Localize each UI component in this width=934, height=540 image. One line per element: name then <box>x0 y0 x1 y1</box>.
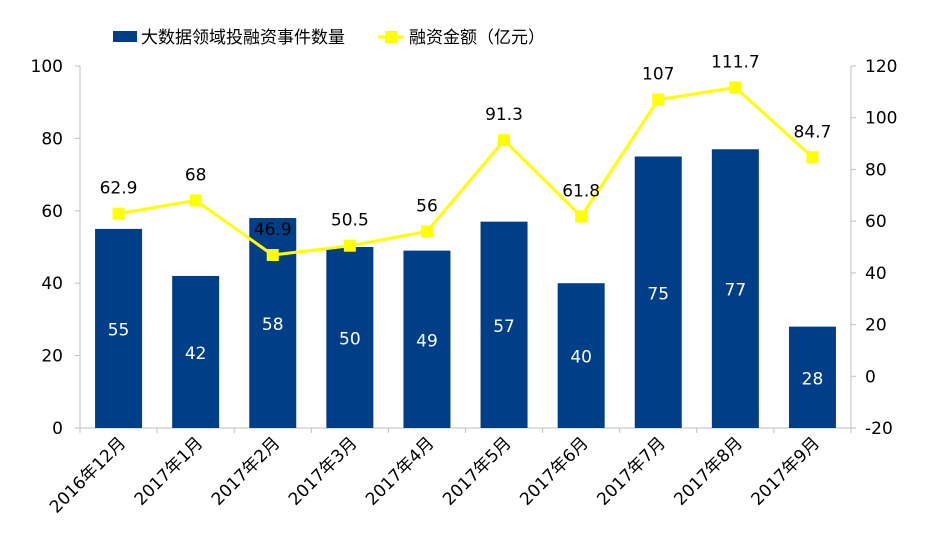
x-category-label: 2017年4月 <box>362 433 438 509</box>
bar <box>326 247 374 428</box>
line-data-label: 46.9 <box>254 220 292 240</box>
bar-series <box>95 149 836 428</box>
legend-line-marker <box>385 31 397 43</box>
legend-bar-label: 大数据领域投融资事件数量 <box>141 28 345 48</box>
line-data-label: 111.7 <box>711 52 760 72</box>
bar <box>711 149 759 428</box>
bar-data-label: 42 <box>185 344 207 364</box>
legend: 大数据领域投融资事件数量 融资金额（亿元） <box>113 28 545 48</box>
x-category-label: 2017年6月 <box>516 433 592 509</box>
line-data-label: 62.9 <box>100 179 138 199</box>
bar <box>480 221 528 428</box>
x-category-label: 2016年12月 <box>46 433 130 517</box>
x-category-label: 2017年3月 <box>285 433 361 509</box>
bar-data-label: 77 <box>725 281 747 301</box>
x-category-label: 2017年8月 <box>670 433 746 509</box>
line-point <box>729 81 742 94</box>
line-point <box>652 93 665 106</box>
line-point <box>420 225 433 238</box>
line-data-label: 56 <box>416 196 438 216</box>
line-data-label: 84.7 <box>794 122 832 142</box>
left-tick-label: 0 <box>52 419 63 439</box>
line-data-label: 68 <box>185 165 207 185</box>
legend-bar-swatch <box>113 31 137 42</box>
line-path <box>118 85 814 257</box>
right-tick-label: 0 <box>865 367 876 387</box>
line-point <box>189 194 202 207</box>
bar-data-label: 49 <box>416 331 438 351</box>
line-series <box>112 81 819 262</box>
x-category-label: 2017年9月 <box>748 433 824 509</box>
line-point <box>266 249 279 262</box>
left-tick-label: 40 <box>41 274 63 294</box>
bar <box>634 156 682 428</box>
bar-data-label: 55 <box>108 320 130 340</box>
right-tick-label: 60 <box>865 212 887 232</box>
data-labels: 55 42 58 50 49 57 40 75 77 28 62.9 68 46.9 50.5 56 91.3… <box>100 52 832 389</box>
line-point <box>498 134 511 147</box>
right-tick-label: 20 <box>865 316 887 336</box>
line-point <box>575 210 588 223</box>
line-point <box>806 151 819 164</box>
bar <box>403 250 451 428</box>
bar-data-label: 58 <box>262 315 284 335</box>
bar-data-label: 75 <box>647 284 669 304</box>
line-data-label: 91.3 <box>485 105 523 125</box>
right-tick-label: 120 <box>865 57 897 77</box>
legend-line-label: 融资金额（亿元） <box>409 28 545 48</box>
line-data-label: 107 <box>642 65 674 85</box>
left-tick-label: 20 <box>41 347 63 367</box>
right-tick-label: 40 <box>865 264 887 284</box>
right-tick-label: 100 <box>865 109 897 129</box>
line-point <box>112 207 125 220</box>
right-tick-label: 80 <box>865 160 887 180</box>
bar <box>557 283 605 428</box>
x-category-label: 2017年2月 <box>208 433 284 509</box>
bar-data-label: 50 <box>339 330 361 350</box>
x-category-label: 2017年1月 <box>131 433 207 509</box>
bar-data-label: 57 <box>493 317 515 337</box>
bar-data-label: 40 <box>570 348 592 368</box>
bar-data-label: 28 <box>802 369 824 389</box>
bar <box>172 275 220 428</box>
right-tick-label: -20 <box>865 419 893 439</box>
line-data-label: 61.8 <box>562 181 600 201</box>
bar <box>788 326 836 428</box>
left-tick-label: 100 <box>31 57 63 77</box>
x-category-label: 2017年7月 <box>593 433 669 509</box>
x-category-label: 2017年5月 <box>439 433 515 509</box>
bar <box>95 228 143 428</box>
line-point <box>343 239 356 252</box>
left-tick-label: 80 <box>41 129 63 149</box>
line-data-label: 50.5 <box>331 211 369 231</box>
left-tick-label: 60 <box>41 202 63 222</box>
